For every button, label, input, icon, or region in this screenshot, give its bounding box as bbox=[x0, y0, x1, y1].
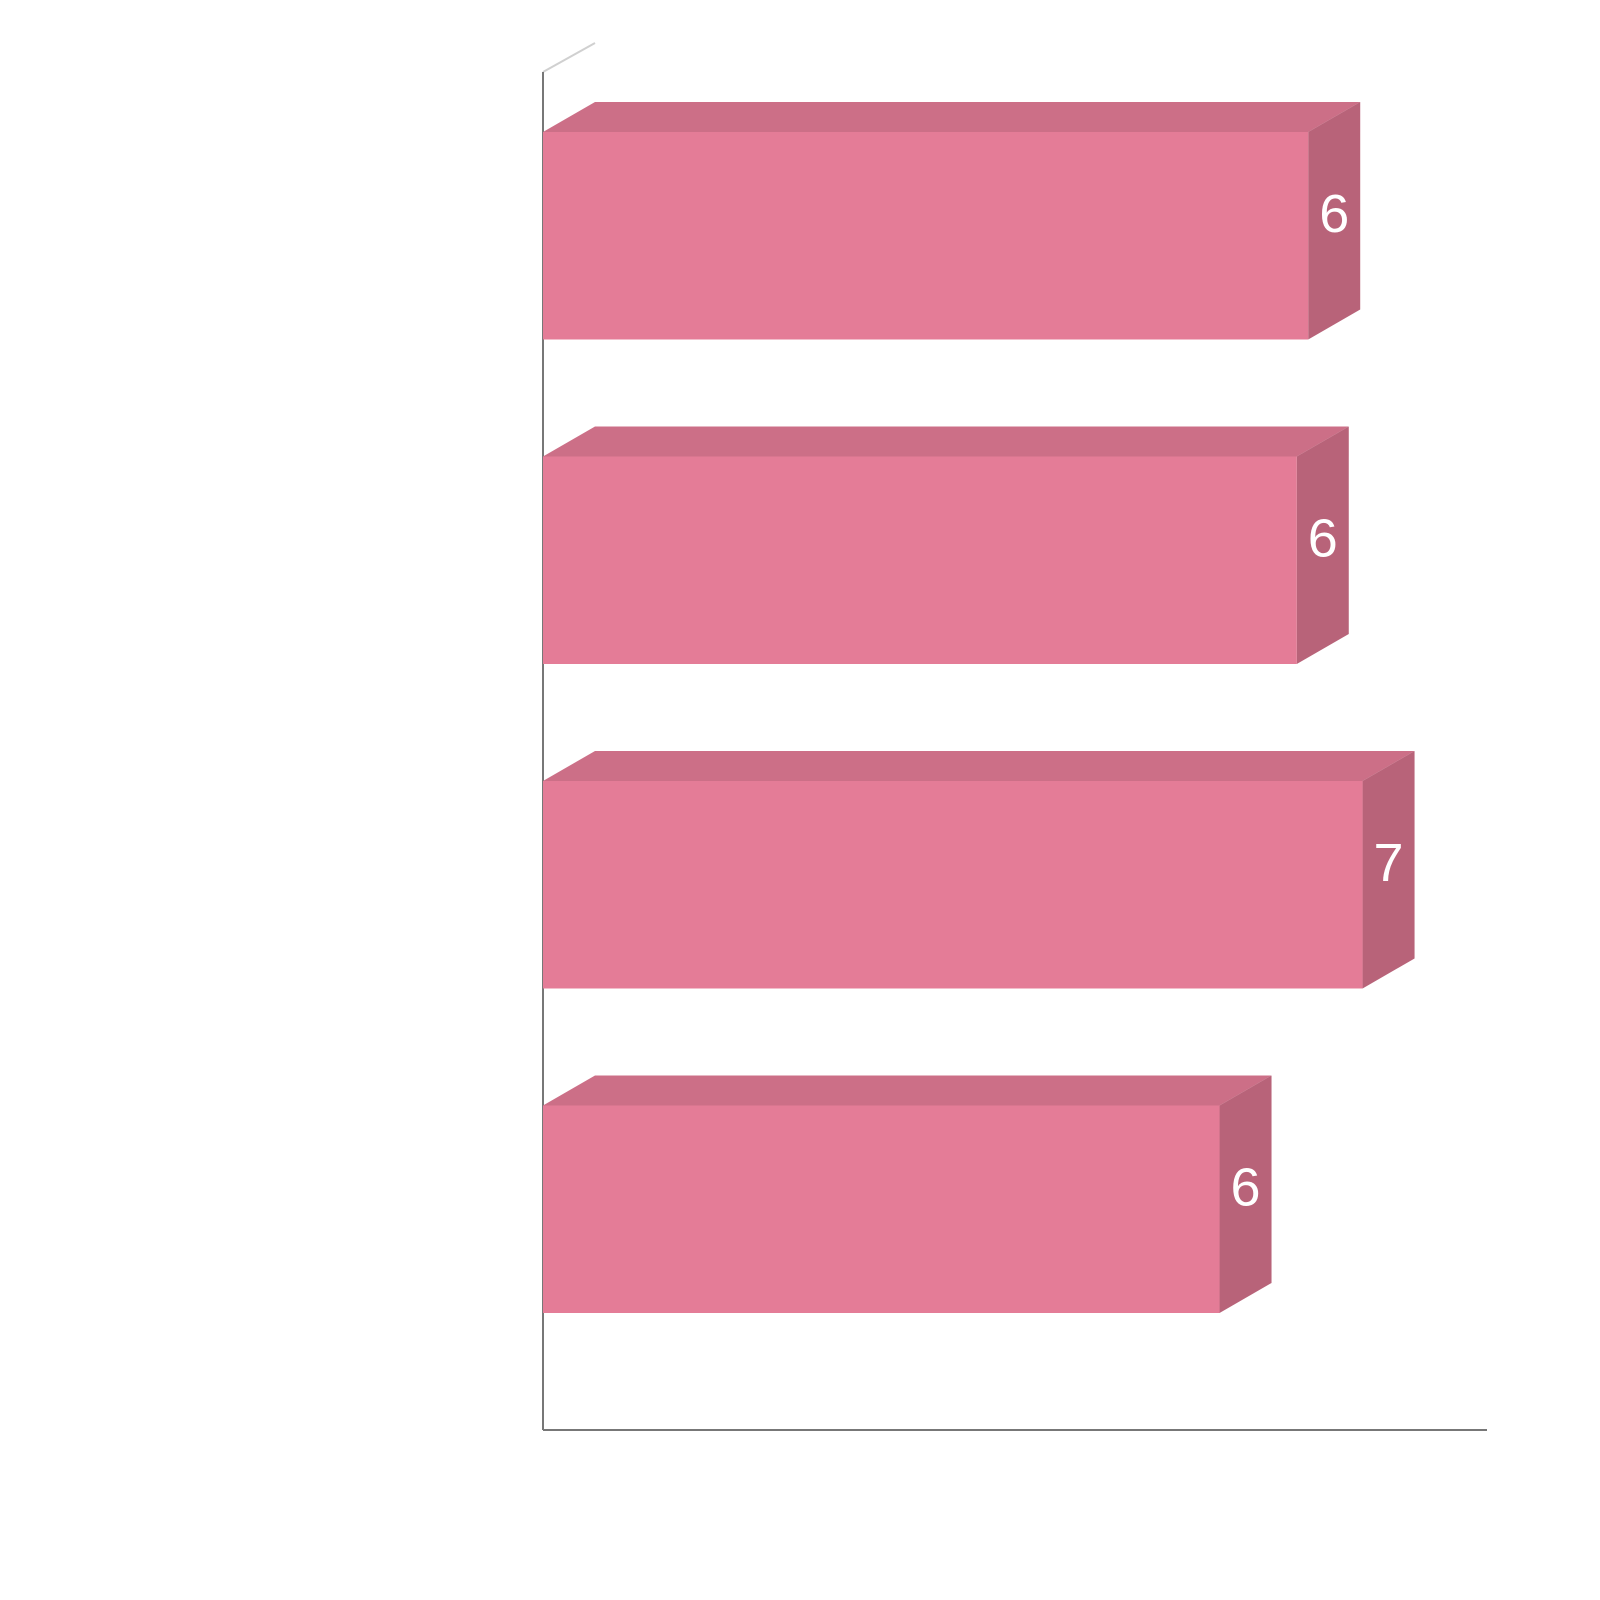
bar-top bbox=[543, 102, 1361, 132]
value-label: 6 bbox=[1319, 184, 1349, 244]
bar bbox=[543, 781, 1363, 989]
back-wall-edge bbox=[542, 42, 596, 73]
value-label: 6 bbox=[1308, 509, 1338, 569]
value-label: 7 bbox=[1374, 833, 1404, 893]
bar bbox=[543, 456, 1297, 664]
bar-top bbox=[543, 751, 1415, 781]
bar-top bbox=[543, 1075, 1272, 1106]
bar bbox=[543, 1105, 1220, 1313]
bar-side bbox=[1362, 751, 1415, 989]
bar-side bbox=[1219, 1075, 1272, 1313]
bar-top bbox=[543, 426, 1349, 457]
bar bbox=[543, 132, 1309, 340]
bar-side bbox=[1296, 426, 1349, 664]
value-label: 6 bbox=[1231, 1158, 1261, 1218]
bar-side bbox=[1308, 102, 1361, 340]
